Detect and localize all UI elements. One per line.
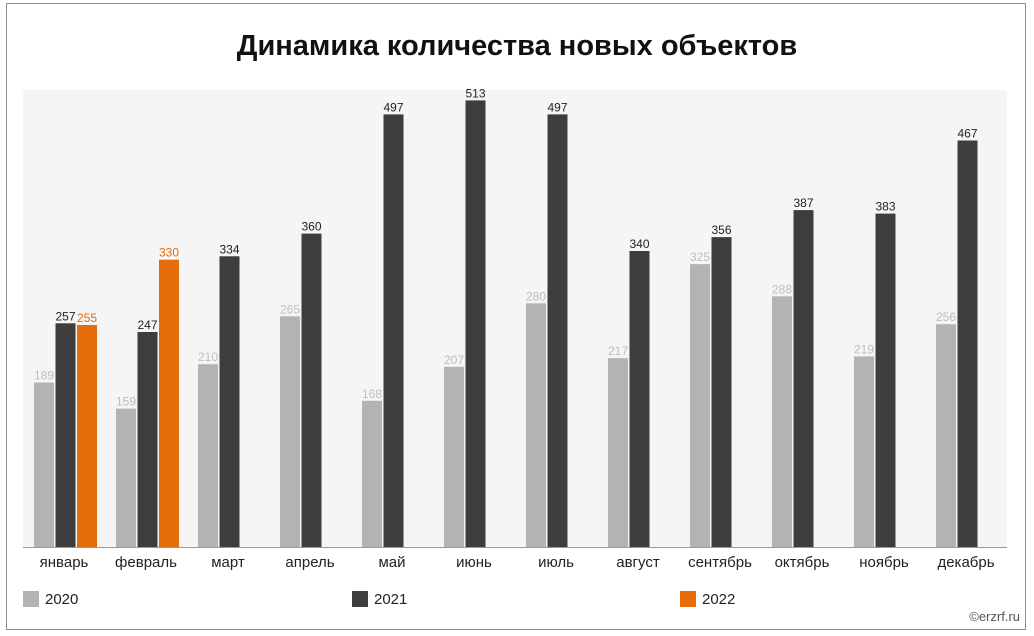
legend-item-2021: 2021 <box>352 590 407 608</box>
bar-2022-январь <box>77 325 97 547</box>
legend-label-2021: 2021 <box>374 590 408 608</box>
watermark: ©erzrf.ru <box>969 609 1020 624</box>
data-label-2020-сентябрь: 325 <box>690 250 710 264</box>
data-label-2020-ноябрь: 219 <box>854 342 874 356</box>
bar-2020-ноябрь <box>854 356 874 547</box>
legend-item-2020: 2020 <box>23 590 78 608</box>
data-label-2022-февраль: 330 <box>159 246 179 260</box>
x-tick-label-апрель: апрель <box>285 554 334 571</box>
bar-2020-декабрь <box>936 324 956 547</box>
bar-2021-март <box>219 256 240 547</box>
x-tick-label-декабрь: декабрь <box>937 554 994 571</box>
plot-area <box>23 90 1007 547</box>
bar-2020-февраль <box>116 408 136 547</box>
data-label-2021-июль: 497 <box>547 100 567 114</box>
data-label-2021-февраль: 247 <box>137 318 157 332</box>
data-label-2021-октябрь: 387 <box>793 196 813 210</box>
x-tick-label-июнь: июнь <box>456 554 492 571</box>
bar-2021-ноябрь <box>875 213 896 547</box>
legend-item-2022: 2022 <box>680 590 735 608</box>
x-tick-label-июль: июль <box>538 554 574 571</box>
data-label-2021-январь: 257 <box>55 309 75 323</box>
data-label-2020-март: 210 <box>198 350 218 364</box>
bar-2021-сентябрь <box>711 237 732 547</box>
data-label-2021-июнь: 513 <box>465 86 485 100</box>
bar-2020-апрель <box>280 316 300 547</box>
bar-2021-август <box>629 251 650 547</box>
legend-swatch-2022 <box>680 591 696 607</box>
bar-2021-апрель <box>301 233 322 547</box>
data-label-2020-февраль: 159 <box>116 395 136 409</box>
x-tick-label-ноябрь: ноябрь <box>859 554 909 571</box>
bar-2020-июнь <box>444 366 464 547</box>
data-label-2020-январь: 189 <box>34 369 54 383</box>
data-label-2020-декабрь: 256 <box>936 310 956 324</box>
bar-2022-февраль <box>159 259 179 547</box>
x-tick-label-сентябрь: сентябрь <box>688 554 752 571</box>
x-tick-label-август: август <box>616 554 660 571</box>
legend-swatch-2021 <box>352 591 368 607</box>
x-tick-label-май: май <box>378 554 405 571</box>
x-tick-label-март: март <box>211 554 245 571</box>
data-label-2020-июнь: 207 <box>444 353 464 367</box>
bar-2020-октябрь <box>772 296 792 547</box>
bar-2021-июнь <box>465 100 486 548</box>
bar-2020-июль <box>526 303 546 547</box>
data-label-2021-август: 340 <box>629 237 649 251</box>
data-label-2021-декабрь: 467 <box>957 127 977 141</box>
legend-swatch-2020 <box>23 591 39 607</box>
data-label-2020-май: 168 <box>362 387 382 401</box>
bar-2021-февраль <box>137 332 158 547</box>
bar-2020-август <box>608 358 628 547</box>
bar-2020-май <box>362 400 382 547</box>
bar-2020-сентябрь <box>690 264 710 547</box>
data-label-2020-август: 217 <box>608 344 628 358</box>
bar-2021-июль <box>547 114 568 548</box>
data-label-2021-сентябрь: 356 <box>711 223 731 237</box>
data-label-2021-апрель: 360 <box>301 220 321 234</box>
bar-2020-март <box>198 364 218 547</box>
data-label-2021-май: 497 <box>383 100 403 114</box>
legend-label-2020: 2020 <box>45 590 79 608</box>
x-tick-label-октябрь: октябрь <box>775 554 830 571</box>
legend-label-2022: 2022 <box>702 590 736 608</box>
data-label-2020-апрель: 265 <box>280 302 300 316</box>
chart-title: Динамика количества новых объектов <box>236 30 798 62</box>
bar-2021-декабрь <box>957 140 978 547</box>
bar-2021-январь <box>55 323 76 547</box>
data-label-2021-март: 334 <box>219 242 239 256</box>
bar-2021-май <box>383 114 404 548</box>
bar-2020-январь <box>34 382 54 547</box>
data-label-2020-июль: 280 <box>526 289 546 303</box>
data-label-2021-ноябрь: 383 <box>875 200 895 214</box>
x-tick-label-февраль: февраль <box>115 554 177 571</box>
data-label-2022-январь: 255 <box>77 311 97 325</box>
data-label-2020-октябрь: 288 <box>772 282 792 296</box>
x-tick-label-январь: январь <box>40 554 89 571</box>
bar-2021-октябрь <box>793 210 814 547</box>
